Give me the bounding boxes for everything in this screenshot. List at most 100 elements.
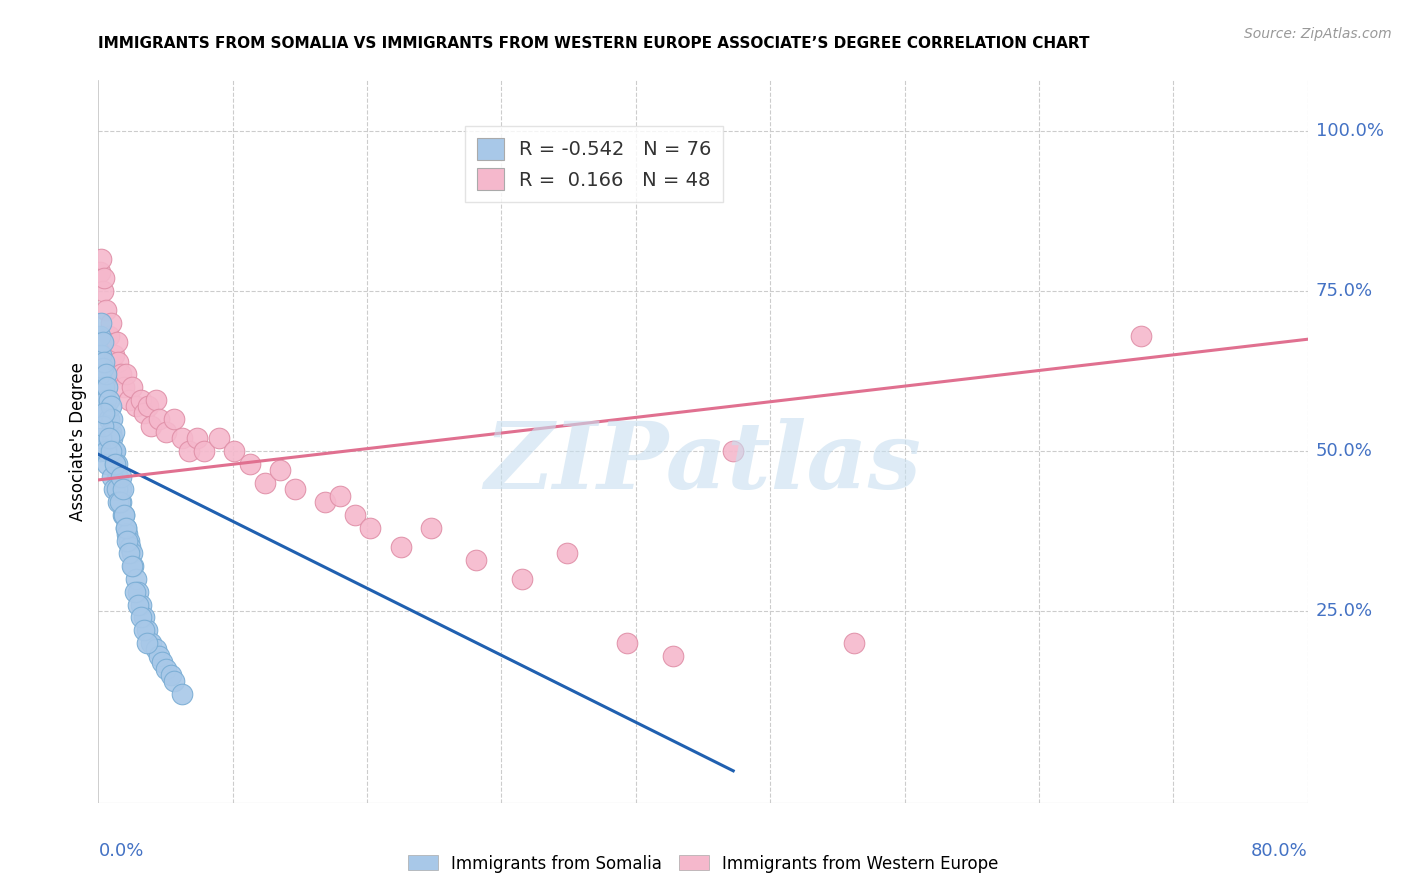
Point: [314, 495, 336, 509]
Point: [120, 540, 142, 554]
Point: [105, 469, 128, 483]
Point: [344, 508, 367, 522]
Point: [100, 400, 122, 414]
Point: [1130, 329, 1153, 343]
Point: [101, 412, 124, 426]
Point: [145, 392, 167, 407]
Point: [114, 521, 136, 535]
Point: [101, 431, 124, 445]
Point: [110, 495, 132, 509]
Point: [121, 559, 143, 574]
Point: [723, 444, 745, 458]
Point: [93, 271, 115, 285]
Point: [100, 444, 122, 458]
Point: [253, 476, 276, 491]
Point: [105, 457, 128, 471]
Point: [98, 329, 121, 343]
Point: [208, 431, 231, 445]
Point: [121, 546, 143, 560]
Point: [107, 469, 129, 483]
Point: [98, 431, 121, 445]
Point: [111, 508, 134, 522]
Point: [96, 406, 118, 420]
Point: [93, 354, 115, 368]
Point: [150, 655, 173, 669]
Point: [844, 636, 866, 650]
Point: [269, 463, 291, 477]
Point: [129, 392, 152, 407]
Point: [141, 636, 163, 650]
Text: 0.0%: 0.0%: [98, 842, 143, 860]
Point: [389, 540, 412, 554]
Point: [135, 623, 157, 637]
Text: 100.0%: 100.0%: [1316, 122, 1384, 140]
Point: [89, 368, 111, 382]
Point: [111, 483, 134, 497]
Point: [112, 508, 135, 522]
Point: [186, 431, 208, 445]
Point: [96, 457, 118, 471]
Point: [110, 368, 132, 382]
Point: [107, 483, 129, 497]
Point: [179, 444, 201, 458]
Point: [115, 533, 138, 548]
Point: [127, 584, 149, 599]
Point: [90, 316, 112, 330]
Point: [239, 457, 262, 471]
Point: [136, 400, 159, 414]
Point: [155, 661, 177, 675]
Point: [100, 425, 122, 439]
Point: [107, 495, 129, 509]
Point: [89, 329, 111, 343]
Point: [93, 380, 115, 394]
Point: [160, 668, 183, 682]
Point: [132, 406, 155, 420]
Point: [90, 348, 112, 362]
Point: [103, 348, 125, 362]
Point: [122, 559, 145, 574]
Point: [510, 572, 533, 586]
Point: [170, 687, 193, 701]
Point: [107, 354, 129, 368]
Point: [170, 431, 193, 445]
Point: [105, 335, 128, 350]
Point: [91, 285, 114, 299]
Point: [110, 483, 132, 497]
Legend: Immigrants from Somalia, Immigrants from Western Europe: Immigrants from Somalia, Immigrants from…: [401, 848, 1005, 880]
Point: [129, 598, 152, 612]
Point: [104, 457, 127, 471]
Point: [103, 483, 125, 497]
Point: [118, 546, 141, 560]
Point: [91, 335, 114, 350]
Point: [163, 674, 186, 689]
Point: [108, 495, 131, 509]
Point: [118, 533, 141, 548]
Point: [420, 521, 443, 535]
Point: [163, 412, 186, 426]
Point: [118, 392, 141, 407]
Point: [108, 483, 131, 497]
Point: [89, 444, 111, 458]
Point: [360, 521, 382, 535]
Point: [329, 489, 352, 503]
Text: 80.0%: 80.0%: [1251, 842, 1308, 860]
Point: [101, 469, 124, 483]
Legend: R = -0.542   N = 76, R =  0.166   N = 48: R = -0.542 N = 76, R = 0.166 N = 48: [465, 126, 723, 202]
Point: [555, 546, 578, 560]
Point: [465, 553, 488, 567]
Text: 75.0%: 75.0%: [1316, 282, 1374, 301]
Point: [96, 380, 118, 394]
Point: [98, 392, 121, 407]
Y-axis label: Associate's Degree: Associate's Degree: [69, 362, 87, 521]
Point: [103, 444, 125, 458]
Text: 25.0%: 25.0%: [1316, 602, 1374, 620]
Point: [155, 425, 177, 439]
Point: [132, 623, 155, 637]
Point: [129, 610, 152, 624]
Point: [124, 584, 146, 599]
Point: [89, 265, 111, 279]
Point: [90, 431, 112, 445]
Point: [93, 406, 115, 420]
Point: [148, 412, 170, 426]
Point: [114, 368, 136, 382]
